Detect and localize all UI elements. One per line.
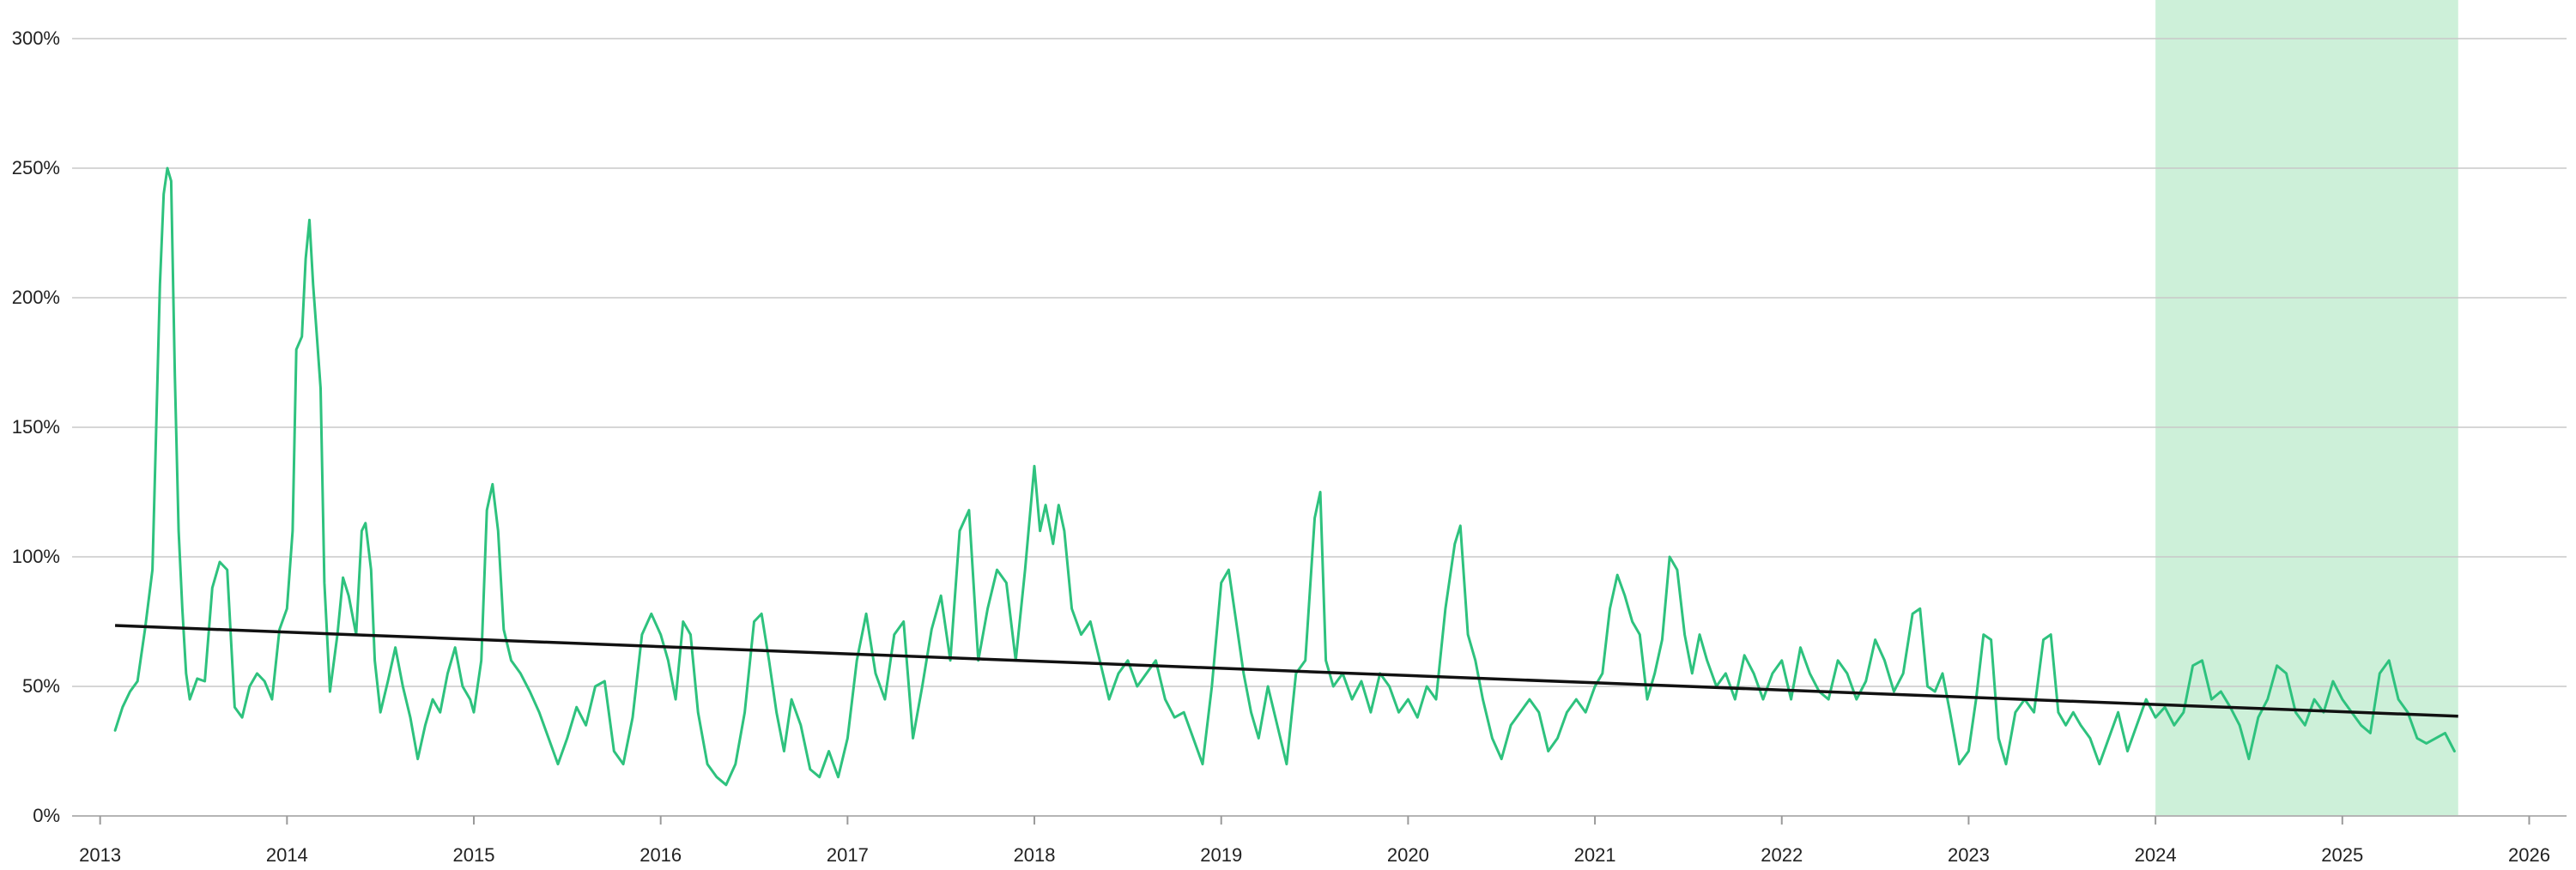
x-tick-label: 2022 [1761, 844, 1803, 866]
y-tick-label: 100% [12, 546, 60, 567]
y-tick-label: 200% [12, 287, 60, 308]
x-tick-label: 2025 [2321, 844, 2363, 866]
y-tick-label: 0% [33, 805, 60, 826]
x-tick-label: 2016 [639, 844, 682, 866]
trend-line [114, 624, 2458, 718]
x-tick-label: 2017 [827, 844, 869, 866]
x-tick-label: 2020 [1387, 844, 1429, 866]
x-tick-label: 2021 [1574, 844, 1616, 866]
highlight-band [2155, 0, 2458, 816]
x-tick-label: 2018 [1014, 844, 1056, 866]
series-line-0 [113, 166, 2456, 787]
y-tick-label: 300% [12, 27, 60, 49]
y-tick-label: 50% [22, 675, 60, 697]
x-tick-label: 2023 [1948, 844, 1990, 866]
y-tick-label: 250% [12, 157, 60, 178]
x-tick-label: 2024 [2135, 844, 2177, 866]
x-tick-label: 2026 [2508, 844, 2550, 866]
x-tick-label: 2019 [1200, 844, 1242, 866]
x-tick-label: 2015 [453, 844, 495, 866]
x-tick-label: 2013 [79, 844, 121, 866]
x-tick-label: 2014 [266, 844, 308, 866]
y-tick-label: 150% [12, 416, 60, 438]
